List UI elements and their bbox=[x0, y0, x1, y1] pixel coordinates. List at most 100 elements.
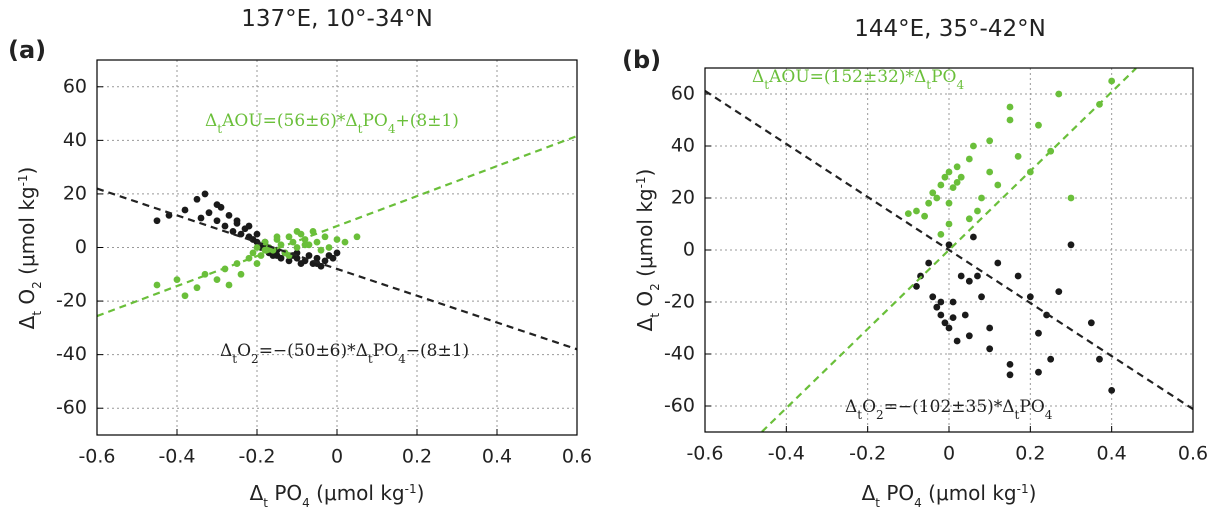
plot: -0.6 -0.4 -0.2 0 0.2 0.4 0.6 -60 -40 -20 0 20 40 60 bbox=[664, 67, 1208, 465]
fit-line bbox=[97, 187, 577, 351]
point bbox=[945, 324, 953, 332]
point bbox=[213, 276, 221, 284]
point bbox=[1043, 311, 1050, 319]
point bbox=[301, 241, 309, 249]
point bbox=[1035, 329, 1042, 337]
point bbox=[1108, 77, 1116, 85]
point bbox=[933, 303, 941, 311]
point bbox=[925, 199, 933, 207]
point bbox=[225, 281, 233, 289]
point bbox=[1087, 319, 1095, 327]
point bbox=[953, 337, 961, 345]
point bbox=[273, 252, 281, 259]
point bbox=[273, 233, 281, 241]
point bbox=[329, 254, 337, 262]
point bbox=[945, 168, 953, 176]
y-tick-label: -20 bbox=[664, 291, 695, 313]
point bbox=[253, 244, 261, 251]
point bbox=[945, 199, 953, 207]
point bbox=[986, 137, 994, 145]
point bbox=[181, 206, 189, 214]
x-tick-label: 0.6 bbox=[562, 446, 592, 468]
point bbox=[913, 207, 920, 215]
y-tick-label: 40 bbox=[63, 129, 87, 151]
point bbox=[904, 210, 912, 218]
point bbox=[945, 241, 953, 249]
point bbox=[261, 238, 269, 246]
point bbox=[313, 238, 321, 246]
y-tick-label: 20 bbox=[63, 182, 87, 204]
y-tick-label: -60 bbox=[56, 397, 87, 419]
point bbox=[978, 194, 985, 202]
point bbox=[1067, 241, 1075, 249]
point bbox=[325, 244, 333, 251]
point bbox=[937, 311, 945, 319]
point bbox=[953, 163, 961, 171]
point bbox=[994, 181, 1002, 189]
point bbox=[205, 209, 213, 217]
y-tick-label: 60 bbox=[63, 75, 87, 97]
point bbox=[249, 249, 257, 257]
chart-title: 137°E, 10°-34°N bbox=[241, 6, 433, 32]
point bbox=[333, 249, 341, 257]
annotation: ΔtO2=−(50±6)*ΔtPO4−(8±1) bbox=[220, 341, 469, 366]
point bbox=[341, 238, 349, 246]
y-tick-label: -60 bbox=[664, 395, 695, 417]
point bbox=[965, 277, 973, 285]
point bbox=[1067, 194, 1075, 202]
point bbox=[1055, 288, 1063, 295]
x-tick-label: 0.2 bbox=[1015, 443, 1045, 465]
y-axis-label: Δt O2 (μmol kg-1) bbox=[633, 169, 662, 332]
y-tick-label: 60 bbox=[671, 83, 695, 105]
panel-label: (b) bbox=[622, 46, 661, 74]
point bbox=[221, 222, 229, 230]
point bbox=[957, 272, 965, 280]
point bbox=[941, 319, 949, 327]
point bbox=[974, 272, 981, 280]
point bbox=[1014, 153, 1022, 160]
point bbox=[917, 272, 924, 280]
x-tick-label: 0.4 bbox=[482, 446, 512, 468]
point bbox=[237, 270, 245, 278]
point bbox=[353, 233, 361, 241]
point bbox=[941, 173, 949, 181]
point bbox=[986, 324, 994, 332]
point bbox=[937, 231, 945, 238]
point bbox=[1006, 361, 1014, 368]
x-tick-label: 0.2 bbox=[402, 446, 432, 468]
x-tick-label: 0.4 bbox=[1097, 443, 1127, 465]
x-tick-label: -0.4 bbox=[158, 446, 195, 468]
point bbox=[1108, 387, 1116, 394]
point bbox=[945, 220, 953, 228]
plot-frame bbox=[704, 67, 1194, 433]
point bbox=[957, 173, 965, 181]
fit-line bbox=[705, 89, 1193, 411]
point bbox=[293, 244, 301, 251]
point bbox=[921, 212, 928, 220]
point bbox=[961, 311, 969, 319]
point bbox=[321, 233, 329, 241]
point bbox=[986, 168, 994, 176]
point bbox=[1055, 90, 1063, 98]
y-tick-label: 0 bbox=[683, 239, 695, 261]
y-tick-label: -40 bbox=[56, 343, 87, 365]
point bbox=[197, 214, 205, 222]
point bbox=[229, 228, 237, 235]
point bbox=[309, 228, 317, 235]
point bbox=[293, 254, 301, 262]
point bbox=[937, 181, 945, 189]
point bbox=[965, 332, 973, 340]
x-tick-label: -0.6 bbox=[686, 443, 723, 465]
point bbox=[285, 257, 293, 265]
point bbox=[293, 228, 301, 235]
point bbox=[193, 195, 201, 203]
x-tick-label: -0.6 bbox=[78, 446, 115, 468]
point bbox=[173, 276, 181, 284]
point bbox=[305, 252, 313, 259]
point bbox=[1035, 121, 1042, 129]
x-tick-label: 0 bbox=[943, 443, 955, 465]
point bbox=[965, 215, 973, 223]
point bbox=[953, 179, 961, 186]
point bbox=[1006, 103, 1014, 111]
